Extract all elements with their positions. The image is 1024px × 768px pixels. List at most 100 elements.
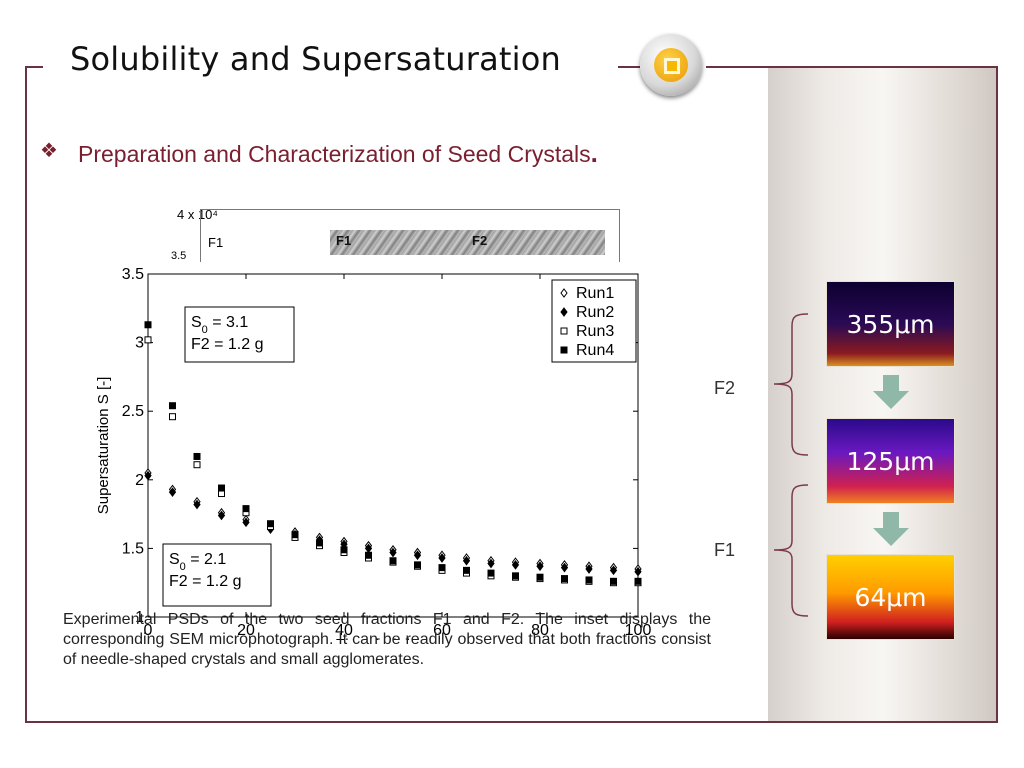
data-point bbox=[438, 564, 446, 572]
data-point bbox=[389, 557, 397, 565]
data-point bbox=[585, 576, 593, 584]
x-tick-label: 100 bbox=[625, 622, 652, 639]
y-tick-label: 1 bbox=[135, 609, 144, 626]
down-arrow-icon bbox=[873, 512, 909, 546]
data-point bbox=[144, 321, 152, 329]
data-point bbox=[512, 572, 519, 580]
data-point bbox=[242, 517, 250, 528]
data-point bbox=[511, 560, 520, 570]
subtitle-text: Preparation and Characterization of Seed… bbox=[78, 141, 591, 167]
y-tick-label: 3.5 bbox=[122, 266, 144, 283]
data-point bbox=[536, 561, 544, 572]
data-point bbox=[414, 561, 421, 569]
data-point bbox=[413, 550, 422, 561]
legend-label: Run2 bbox=[576, 304, 614, 321]
y-tick-label: 2.5 bbox=[122, 403, 144, 420]
y-tick-label: 1.5 bbox=[122, 540, 144, 557]
data-point bbox=[462, 555, 471, 566]
bullet-icon: ❖ bbox=[40, 140, 58, 162]
frame-top-right-line bbox=[706, 66, 998, 68]
legend-marker bbox=[560, 327, 568, 335]
inset-axes bbox=[200, 209, 620, 270]
annotation-mass: F2 = 1.2 g bbox=[191, 336, 264, 353]
data-point bbox=[634, 566, 642, 577]
legend-label: Run4 bbox=[576, 342, 614, 359]
figure-caption: Experimental PSDs of the two seed fracti… bbox=[63, 611, 711, 668]
data-point bbox=[218, 484, 225, 492]
data-point bbox=[267, 520, 274, 528]
label-f2: F2 bbox=[714, 378, 736, 398]
legend-marker bbox=[560, 346, 568, 354]
data-point bbox=[340, 546, 348, 554]
brace-f1-icon bbox=[773, 484, 809, 617]
y-tick-label: 2 bbox=[135, 472, 144, 489]
frame-top-left-line bbox=[25, 66, 43, 68]
y-tick-label: 3 bbox=[135, 335, 144, 352]
data-point bbox=[144, 470, 152, 481]
annotation-s0: S0 = 2.1 bbox=[169, 551, 226, 573]
data-point bbox=[193, 499, 201, 510]
size-box-64: 64μm bbox=[826, 554, 955, 640]
data-point bbox=[634, 577, 642, 585]
data-point bbox=[560, 562, 569, 573]
section-subtitle: Preparation and Characterization of Seed… bbox=[78, 138, 598, 169]
psd-inset-figure: 4 x 10⁴ 3.5 F1 F1 F2 bbox=[165, 195, 620, 270]
annotation-mass: F2 = 1.2 g bbox=[169, 573, 242, 590]
down-arrow-icon bbox=[873, 375, 909, 409]
annotation-s0-3.1: S0 = 3.1F2 = 1.2 g bbox=[184, 306, 295, 363]
data-point bbox=[487, 558, 495, 569]
slide-title: Solubility and Supersaturation bbox=[70, 40, 561, 78]
x-tick-label: 40 bbox=[335, 622, 353, 639]
data-point bbox=[487, 569, 495, 577]
data-point bbox=[169, 402, 176, 410]
data-point bbox=[144, 336, 152, 344]
legend-label: Run1 bbox=[576, 285, 614, 302]
data-point bbox=[169, 413, 176, 421]
inset-exponent: 4 x 10⁴ bbox=[177, 207, 218, 222]
data-point bbox=[438, 553, 446, 563]
data-point bbox=[316, 539, 323, 547]
size-box-125: 125μm bbox=[826, 418, 955, 504]
annotation-s0: S0 = 3.1 bbox=[191, 314, 248, 336]
data-point bbox=[217, 510, 226, 521]
photo-label-f1: F1 bbox=[336, 233, 352, 248]
x-tick-label: 0 bbox=[144, 622, 153, 639]
data-point bbox=[609, 565, 618, 576]
label-f1: F1 bbox=[714, 540, 736, 560]
data-point bbox=[585, 564, 593, 574]
annotation-box bbox=[184, 306, 295, 363]
legend-label: Run3 bbox=[576, 323, 614, 340]
data-point bbox=[291, 531, 299, 539]
annotation-box bbox=[162, 543, 272, 607]
annotation-s0-2.1: S0 = 2.1F2 = 1.2 g bbox=[162, 543, 272, 607]
data-point bbox=[536, 573, 544, 581]
x-tick-label: 80 bbox=[531, 622, 549, 639]
data-point bbox=[242, 505, 250, 513]
subtitle-period: . bbox=[590, 138, 598, 168]
legend-marker bbox=[560, 307, 568, 317]
title-badge-icon bbox=[640, 34, 702, 96]
slide-frame bbox=[25, 66, 998, 723]
data-point bbox=[463, 566, 470, 574]
y-axis-label: Supersaturation S [-] bbox=[95, 377, 112, 515]
x-tick-label: 60 bbox=[433, 622, 451, 639]
data-point bbox=[193, 461, 201, 469]
brace-f2-icon bbox=[773, 313, 809, 456]
data-point bbox=[193, 452, 201, 460]
sem-photo: F1 F2 bbox=[330, 230, 605, 255]
photo-label-f2: F2 bbox=[472, 233, 488, 248]
legend-marker bbox=[560, 288, 568, 298]
frame-top-mid-line bbox=[618, 66, 640, 68]
data-point bbox=[561, 575, 568, 583]
inset-tick: 3.5 bbox=[171, 250, 187, 262]
series-run4 bbox=[144, 321, 642, 585]
data-point bbox=[389, 547, 397, 558]
data-point bbox=[610, 577, 617, 585]
data-point bbox=[168, 487, 177, 497]
inset-label-f1: F1 bbox=[208, 235, 224, 250]
data-point bbox=[365, 551, 372, 559]
x-tick-label: 20 bbox=[237, 622, 255, 639]
size-box-355: 355μm bbox=[826, 281, 955, 367]
